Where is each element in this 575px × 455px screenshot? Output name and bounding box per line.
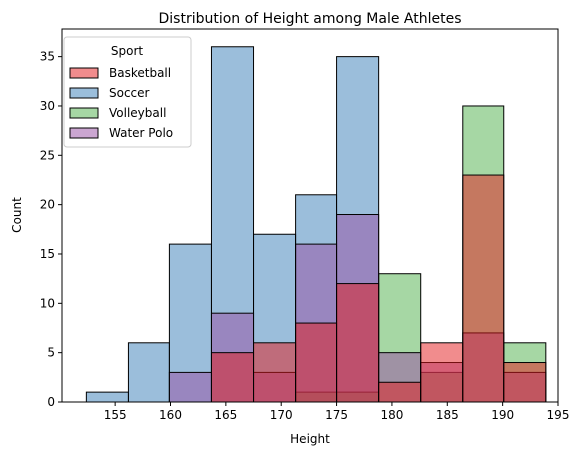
y-tick-label: 5 xyxy=(47,346,55,360)
plot-area xyxy=(85,46,547,403)
legend-label-volleyball: Volleyball xyxy=(109,106,166,120)
x-tick-label: 155 xyxy=(104,408,127,422)
bar-basketball-9 xyxy=(420,342,464,403)
x-tick-label: 180 xyxy=(380,408,403,422)
bar-basketball-10 xyxy=(462,174,505,403)
legend-label-basketball: Basketball xyxy=(109,66,171,80)
legend-box xyxy=(63,36,192,148)
plot-frame xyxy=(61,28,559,403)
x-tick-label: 175 xyxy=(325,408,348,422)
x-tick-label: 165 xyxy=(214,408,237,422)
x-tick-label: 160 xyxy=(159,408,182,422)
x-tick-label: 170 xyxy=(270,408,293,422)
x-axis-ticks: 155 160 165 170 175 180 185 190 195 xyxy=(104,402,570,422)
legend-label-water-polo: Water Polo xyxy=(109,126,173,140)
bar-soccer-1 xyxy=(85,391,129,403)
x-tick-label: 185 xyxy=(436,408,459,422)
legend-swatch-basketball xyxy=(69,67,99,79)
y-tick-label: 35 xyxy=(40,50,55,64)
bar-soccer-2 xyxy=(127,342,170,403)
y-tick-label: 25 xyxy=(40,148,55,162)
y-tick-label: 15 xyxy=(40,247,55,261)
legend: Sport Basketball Soccer Volleyball Water Pol… xyxy=(63,36,192,148)
legend-swatch-water-polo xyxy=(69,127,99,139)
bar-basketball-5 xyxy=(253,342,297,403)
bar-basketball-7 xyxy=(336,283,380,403)
y-tick-label: 0 xyxy=(47,395,55,409)
legend-title: Sport xyxy=(111,44,144,58)
x-tick-label: 190 xyxy=(491,408,514,422)
legend-label-soccer: Soccer xyxy=(109,86,150,100)
bar-water-polo-3 xyxy=(168,371,212,403)
bar-basketball-11 xyxy=(503,362,547,403)
bar-basketball-8 xyxy=(378,381,422,403)
y-axis-label: Count xyxy=(10,197,24,233)
bar-basketball-6 xyxy=(295,322,338,403)
y-tick-label: 30 xyxy=(40,99,55,113)
chart-title: Distribution of Height among Male Athlet… xyxy=(159,11,462,27)
x-axis-label: Height xyxy=(290,432,330,446)
bar-basketball-4 xyxy=(210,352,255,403)
x-tick-label: 195 xyxy=(547,408,570,422)
y-tick-label: 20 xyxy=(40,198,55,212)
y-tick-label: 10 xyxy=(40,296,55,310)
legend-swatch-volleyball xyxy=(69,107,99,119)
legend-swatch-soccer xyxy=(69,87,99,99)
y-axis-ticks: 0 5 10 15 20 25 30 35 xyxy=(40,50,62,409)
